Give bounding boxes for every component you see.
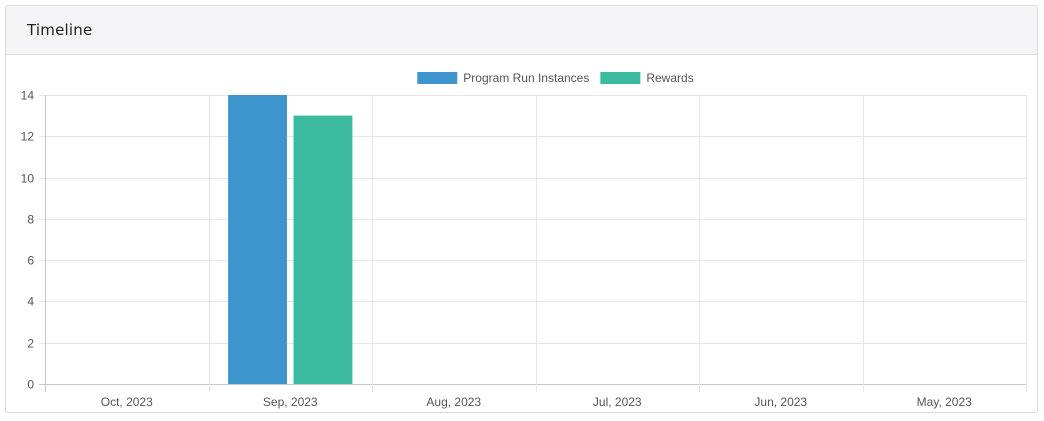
axis-layer: 0 2 4 6 8 10 12 14 Oct, 2023 Sep, 2023 Aug, 2023 Ju…	[21, 89, 973, 410]
x-tick-label: Sep, 2023	[263, 395, 318, 409]
y-tick-label: 6	[27, 254, 34, 268]
legend-swatch	[417, 72, 458, 84]
timeline-card: Timeline	[5, 5, 1038, 413]
y-tick-label: 10	[21, 172, 35, 186]
x-tick-label: Jun, 2023	[754, 395, 807, 409]
y-tick-label: 4	[27, 295, 34, 309]
bar-rewards[interactable]	[293, 115, 353, 385]
y-tick-label: 0	[27, 378, 34, 392]
grid-layer	[39, 95, 1027, 392]
y-tick-label: 14	[21, 89, 35, 103]
legend[interactable]: Program Run Instances Rewards	[417, 71, 694, 85]
card-title: Timeline	[27, 21, 93, 39]
bar-program-run-instances[interactable]	[228, 95, 287, 384]
x-tick-label: May, 2023	[917, 395, 972, 409]
legend-swatch	[600, 72, 641, 84]
legend-label: Program Run Instances	[463, 71, 589, 85]
legend-item-program-run-instances[interactable]: Program Run Instances	[417, 71, 589, 85]
y-tick-label: 8	[27, 213, 34, 227]
y-tick-label: 2	[27, 337, 34, 351]
x-tick-label: Jul, 2023	[593, 395, 642, 409]
x-tick-label: Oct, 2023	[101, 395, 153, 409]
bars-layer	[228, 95, 353, 385]
y-tick-label: 12	[21, 130, 35, 144]
legend-label: Rewards	[646, 71, 693, 85]
legend-item-rewards[interactable]: Rewards	[600, 71, 694, 85]
card-header: Timeline	[6, 6, 1037, 55]
x-tick-label: Aug, 2023	[426, 395, 481, 409]
